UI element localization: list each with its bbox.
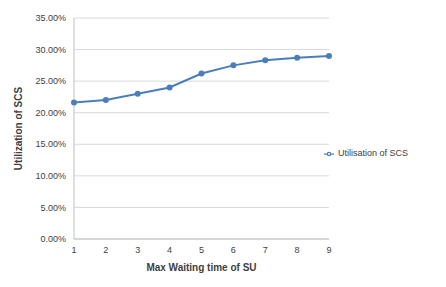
html-text:Utilisation of SCS: Utilisation of SCS <box>338 148 408 158</box>
svg-text:35.00%: 35.00% <box>35 13 66 23</box>
svg-text:0.00%: 0.00% <box>40 234 66 244</box>
svg-text:10.00%: 10.00% <box>35 171 66 181</box>
svg-text:Max Waiting time of SU: Max Waiting time of SU <box>146 262 256 273</box>
svg-text:9: 9 <box>326 245 331 255</box>
svg-text:7: 7 <box>263 245 268 255</box>
svg-text:6: 6 <box>231 245 236 255</box>
svg-text:4: 4 <box>167 245 172 255</box>
svg-text:20.00%: 20.00% <box>35 108 66 118</box>
svg-text:30.00%: 30.00% <box>35 45 66 55</box>
svg-text:8: 8 <box>295 245 300 255</box>
svg-text:25.00%: 25.00% <box>35 76 66 86</box>
svg-text:1: 1 <box>71 245 76 255</box>
svg-text:15.00%: 15.00% <box>35 139 66 149</box>
svg-text:Utilization of SCS: Utilization of SCS <box>13 87 24 171</box>
svg-text:5: 5 <box>199 245 204 255</box>
svg-text:5.00%: 5.00% <box>40 203 66 213</box>
svg-text:3: 3 <box>135 245 140 255</box>
svg-text:2: 2 <box>103 245 108 255</box>
